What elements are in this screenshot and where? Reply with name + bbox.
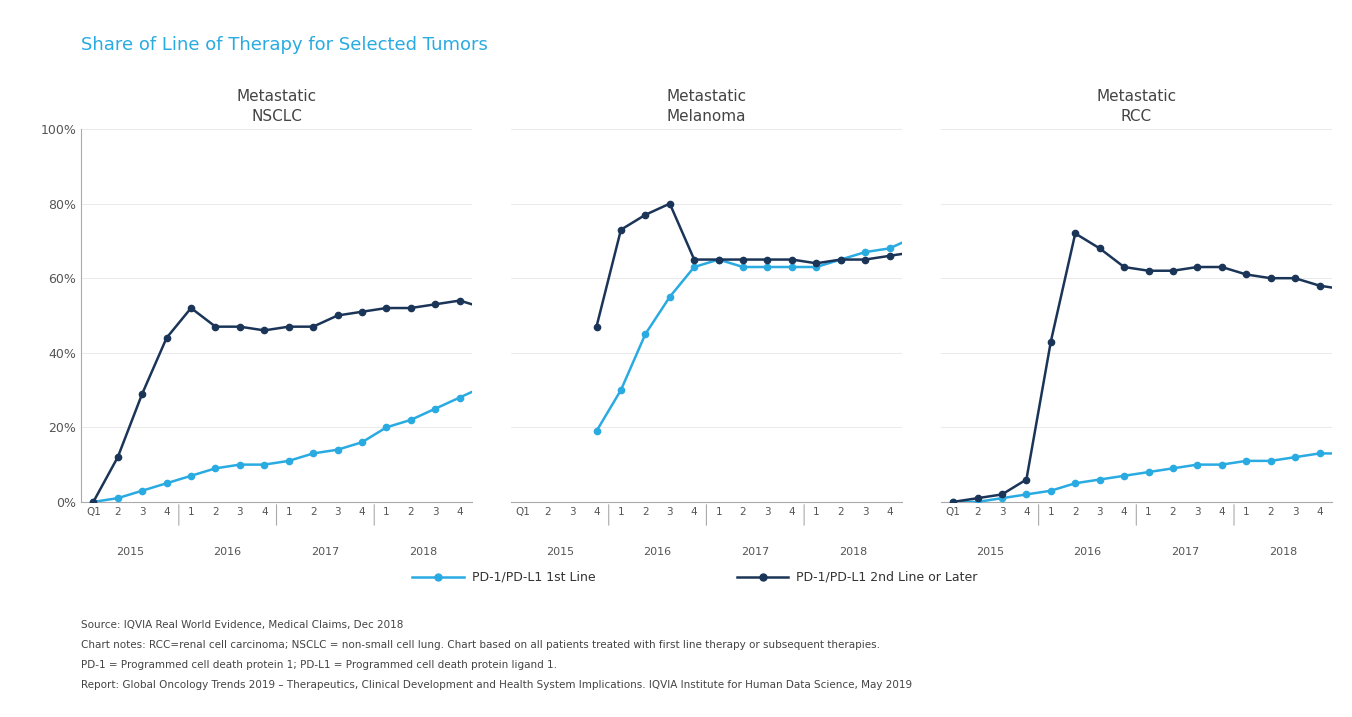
Text: PD-1/PD-L1 1st Line: PD-1/PD-L1 1st Line: [472, 571, 595, 584]
Text: 2018: 2018: [1268, 546, 1297, 556]
Text: Source: IQVIA Real World Evidence, Medical Claims, Dec 2018: Source: IQVIA Real World Evidence, Medic…: [81, 620, 403, 630]
Text: 2018: 2018: [408, 546, 437, 556]
Text: Chart notes: RCC=renal cell carcinoma; NSCLC = non-small cell lung. Chart based : Chart notes: RCC=renal cell carcinoma; N…: [81, 640, 880, 650]
Text: Share of Line of Therapy for Selected Tumors: Share of Line of Therapy for Selected Tu…: [81, 36, 488, 54]
Title: Metastatic
RCC: Metastatic RCC: [1096, 89, 1176, 124]
Title: Metastatic
NSCLC: Metastatic NSCLC: [237, 89, 316, 124]
Text: 2017: 2017: [311, 546, 339, 556]
Text: 2016: 2016: [214, 546, 242, 556]
Text: 2016: 2016: [1073, 546, 1102, 556]
Text: 2018: 2018: [838, 546, 867, 556]
Text: 2017: 2017: [741, 546, 769, 556]
Text: PD-1/PD-L1 2nd Line or Later: PD-1/PD-L1 2nd Line or Later: [796, 571, 977, 584]
Text: 2015: 2015: [976, 546, 1003, 556]
Text: 2015: 2015: [546, 546, 575, 556]
Text: Report: Global Oncology Trends 2019 – Therapeutics, Clinical Development and Hea: Report: Global Oncology Trends 2019 – Th…: [81, 680, 913, 690]
Text: 2015: 2015: [116, 546, 145, 556]
Text: 2016: 2016: [644, 546, 672, 556]
Title: Metastatic
Melanoma: Metastatic Melanoma: [667, 89, 746, 124]
Text: 2017: 2017: [1171, 546, 1199, 556]
Text: PD-1 = Programmed cell death protein 1; PD-L1 = Programmed cell death protein li: PD-1 = Programmed cell death protein 1; …: [81, 660, 557, 670]
